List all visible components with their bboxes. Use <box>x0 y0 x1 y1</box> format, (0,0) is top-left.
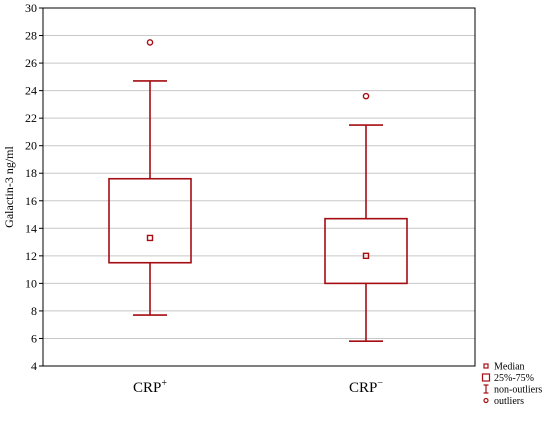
legend-outlier-marker <box>483 397 489 404</box>
legend-label: non-outliers <box>494 385 542 396</box>
median-marker <box>146 234 154 242</box>
plot-frame <box>42 7 476 367</box>
y-tick-label: 24 <box>25 84 37 98</box>
legend-box-marker <box>481 373 491 382</box>
category-label-superscript: − <box>377 378 383 389</box>
outlier-point <box>146 39 154 46</box>
category-label-base: CRP <box>349 380 377 396</box>
y-tick-label: 16 <box>25 194 37 208</box>
y-tick-label: 10 <box>25 276 37 290</box>
median-marker <box>362 252 370 260</box>
y-tick-label: 12 <box>25 249 37 263</box>
legend-label: 25%-75% <box>494 373 534 384</box>
y-tick-label: 28 <box>25 29 37 43</box>
y-tick-label: 20 <box>25 139 37 153</box>
y-tick-label: 26 <box>25 56 37 70</box>
y-tick-label: 8 <box>31 304 37 318</box>
y-axis-label: Galactin-3 ng/ml <box>2 146 16 228</box>
category-label: CRP− <box>349 378 383 396</box>
category-label: CRP+ <box>133 378 167 396</box>
legend-label: outliers <box>494 396 524 407</box>
legend-label: Median <box>494 362 525 373</box>
iqr-box <box>108 177 192 264</box>
y-tick-label: 6 <box>31 331 37 345</box>
legend-median-marker <box>483 363 489 369</box>
category-label-base: CRP <box>133 380 161 396</box>
outlier-point <box>362 92 370 100</box>
y-tick-label: 18 <box>25 166 37 180</box>
iqr-box <box>324 217 408 285</box>
y-tick-label: 22 <box>25 111 37 125</box>
y-tick-label: 30 <box>25 1 37 15</box>
category-label-superscript: + <box>161 378 167 389</box>
y-tick-label: 14 <box>25 221 37 235</box>
y-tick-label: 4 <box>31 359 37 373</box>
